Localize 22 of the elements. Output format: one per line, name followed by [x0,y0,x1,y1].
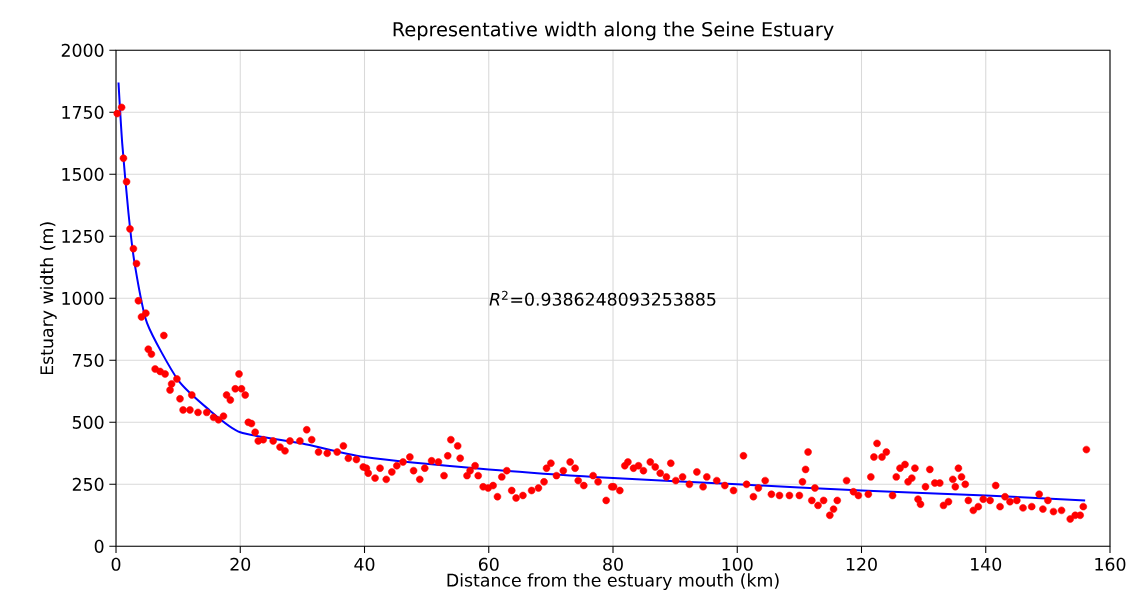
y-axis-title: Estuary width (m) [39,222,57,375]
chart-title: Representative width along the Seine Estuary [393,21,834,41]
y-tick-label: 1000 [62,291,104,305]
x-tick-label: 140 [971,557,1002,571]
annotation: R$^{2}$=0.9386248093253885 [489,290,716,306]
y-tick-label: 750 [72,353,104,367]
y-tick-label: 500 [72,415,104,429]
y-tick-label: 250 [72,477,104,491]
x-axis-title: Distance from the estuary mouth (km) [447,573,779,591]
x-tick-label: 40 [354,557,375,571]
x-tick-label: 60 [478,557,499,571]
x-tick-label: 80 [603,557,623,571]
y-tick-label: 2000 [61,43,104,57]
y-tick-label: 1750 [62,105,104,119]
x-tick-label: 0 [111,557,121,571]
x-tick-label: 20 [230,557,251,571]
y-tick-label: 1250 [62,229,104,243]
x-tick-label: 120 [846,557,877,571]
x-tick-label: 160 [1095,557,1126,571]
y-tick-label: 0 [94,539,104,553]
x-tick-label: 100 [722,557,753,571]
y-tick-label: 1500 [62,167,104,181]
